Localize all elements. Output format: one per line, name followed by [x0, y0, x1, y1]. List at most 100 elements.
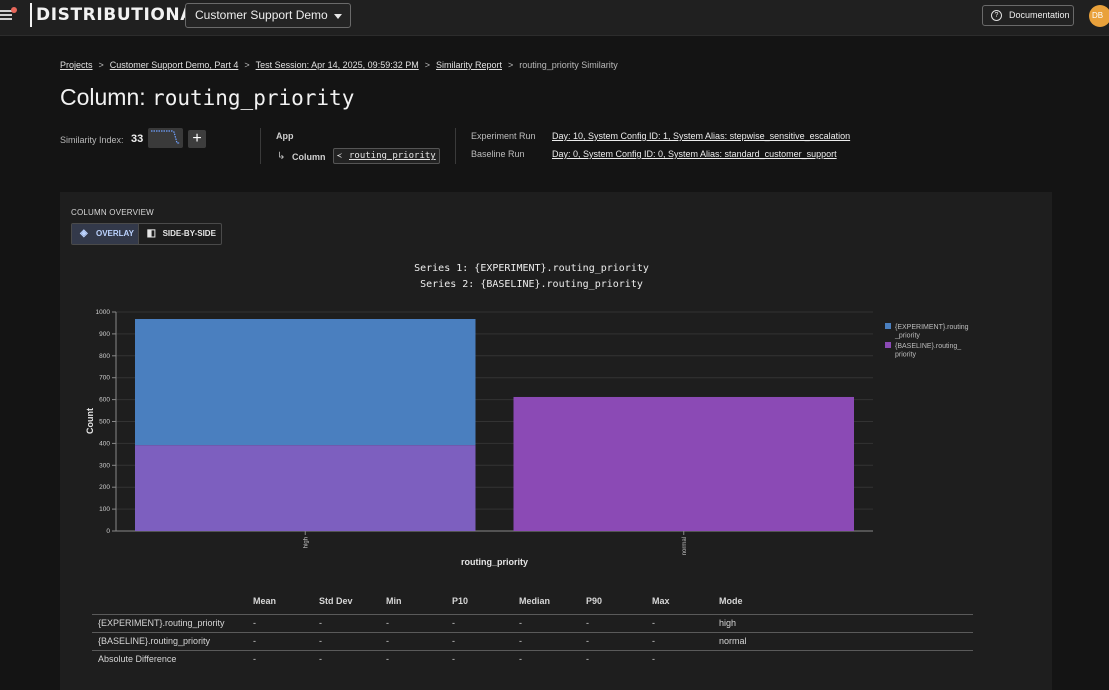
table-cell: -: [386, 618, 389, 628]
overlay-tab[interactable]: ◈ OVERLAY: [72, 224, 139, 244]
table-cell: -: [319, 636, 322, 646]
overlay-label: OVERLAY: [96, 229, 134, 238]
menu-icon[interactable]: [0, 8, 16, 22]
chevron-right-icon: >: [508, 60, 514, 70]
top-bar: DISTRIBUTIONAL Customer Support Demo ? D…: [0, 0, 1109, 36]
table-header: Std Dev: [319, 596, 353, 606]
table-cell: -: [452, 636, 455, 646]
y-tick-label: 200: [99, 484, 110, 491]
column-label: Column: [292, 152, 326, 162]
table-header: Min: [386, 596, 402, 606]
experiment-run-label: Experiment Run: [471, 131, 536, 141]
column-type-icon: ≺: [337, 151, 342, 160]
breadcrumb-current: routing_priority Similarity: [519, 60, 618, 70]
table-cell: -: [253, 636, 256, 646]
similarity-index-label: Similarity Index:: [60, 135, 124, 145]
row-name: {EXPERIMENT}.routing_priority: [98, 618, 225, 628]
page-title: Column: routing_priority: [60, 84, 354, 111]
app-label: App: [276, 131, 294, 141]
y-tick-label: 500: [99, 419, 110, 426]
table-cell: -: [586, 654, 589, 664]
x-axis-label: routing_priority: [461, 557, 528, 567]
baseline-run-link[interactable]: Day: 0, System Config ID: 0, System Alia…: [552, 149, 837, 159]
table-header: P90: [586, 596, 603, 606]
bar-experiment-high: [135, 319, 476, 446]
table-header: Mode: [719, 596, 743, 606]
y-tick-label: 0: [106, 528, 110, 535]
column-overview-panel: COLUMN OVERVIEW ◈ OVERLAY ◧ SIDE-BY-SIDE…: [60, 192, 1052, 690]
avatar[interactable]: DB: [1089, 5, 1109, 27]
help-circle-icon: ?: [991, 10, 1002, 21]
row-name: {BASELINE}.routing_priority: [98, 636, 211, 646]
breadcrumb-projects[interactable]: Projects: [60, 60, 93, 70]
table-header: Median: [519, 596, 551, 606]
page-title-prefix: Column:: [60, 84, 146, 110]
add-button[interactable]: +: [188, 130, 206, 148]
project-select-label: Customer Support Demo: [195, 8, 328, 22]
breadcrumb: Projects > Customer Support Demo, Part 4 > T…: [60, 60, 618, 70]
table-row: {EXPERIMENT}.routing_priority - - - - - - - high: [92, 614, 973, 632]
documentation-button[interactable]: ? Documentation: [982, 5, 1074, 26]
y-tick-label: 600: [99, 397, 110, 404]
table-cell: -: [652, 636, 655, 646]
row-name: Absolute Difference: [98, 654, 177, 664]
breadcrumb-similarity-report[interactable]: Similarity Report: [435, 60, 502, 70]
breadcrumb-test-session[interactable]: Test Session: Apr 14, 2025, 09:59:32 PM: [255, 60, 419, 70]
notification-dot: [11, 7, 17, 13]
table-cell: -: [586, 618, 589, 628]
table-cell: -: [319, 618, 322, 628]
x-tick-label: high: [303, 537, 309, 548]
column-chip-label: routing_priority: [349, 151, 436, 161]
bar-overlap-high: [135, 445, 476, 531]
column-chip[interactable]: ≺ routing_priority: [333, 148, 440, 164]
divider: [260, 128, 261, 164]
chart-subtitle: Series 2: {BASELINE}.routing_priority: [420, 279, 643, 290]
legend-label: {EXPERIMENT}.routing: [895, 324, 969, 331]
breadcrumb-project[interactable]: Customer Support Demo, Part 4: [109, 60, 239, 70]
chevron-right-icon: >: [98, 60, 104, 70]
table-cell: normal: [719, 636, 747, 646]
compare-icon: ◧: [146, 228, 157, 239]
legend-swatch: [885, 342, 891, 348]
table-row: Absolute Difference - - - - - - -: [92, 650, 973, 668]
side-by-side-tab[interactable]: ◧ SIDE-BY-SIDE: [139, 224, 221, 244]
legend-label: {BASELINE}.routing_: [895, 343, 961, 350]
table-cell: high: [719, 618, 737, 628]
table-cell: -: [452, 618, 455, 628]
chart-title: Series 1: {EXPERIMENT}.routing_priority: [414, 263, 649, 274]
table-cell: -: [652, 618, 655, 628]
experiment-run-link[interactable]: Day: 10, System Config ID: 1, System Ali…: [552, 131, 851, 141]
legend-label: _priority: [894, 333, 920, 340]
table-cell: -: [586, 636, 589, 646]
chevron-right-icon: >: [424, 60, 430, 70]
y-axis-label: Count: [85, 408, 95, 434]
table-cell: -: [519, 654, 522, 664]
table-cell: -: [452, 654, 455, 664]
histogram-chart: 0 100 200 300 400 500 600 700 800 900 1000 high norm…: [85, 309, 969, 567]
table-header: Mean: [253, 596, 277, 606]
table-cell: -: [519, 636, 522, 646]
table-cell: -: [319, 654, 322, 664]
baseline-run-label: Baseline Run: [471, 149, 525, 159]
project-select[interactable]: Customer Support Demo: [185, 3, 351, 28]
bar-baseline-normal: [513, 396, 854, 531]
x-tick-label: normal: [682, 537, 688, 555]
table-header: Max: [652, 596, 670, 606]
y-tick-label: 100: [99, 506, 110, 513]
y-tick-label: 800: [99, 353, 110, 360]
similarity-sparkline[interactable]: [148, 128, 183, 148]
y-tick-label: 300: [99, 462, 110, 469]
y-tick-label: 900: [99, 331, 110, 338]
table-cell: -: [253, 618, 256, 628]
table-cell: -: [652, 654, 655, 664]
layers-icon: ◈: [80, 228, 88, 239]
documentation-label: Documentation: [1009, 10, 1070, 20]
divider: [455, 128, 456, 164]
table-header: P10: [452, 596, 469, 606]
table-row: {BASELINE}.routing_priority - - - - - - - normal: [92, 632, 973, 650]
similarity-index-value: 33: [131, 133, 144, 145]
side-by-side-label: SIDE-BY-SIDE: [162, 229, 216, 238]
table-cell: -: [519, 618, 522, 628]
page-title-column: routing_priority: [152, 86, 355, 110]
y-tick-label: 700: [99, 375, 110, 382]
